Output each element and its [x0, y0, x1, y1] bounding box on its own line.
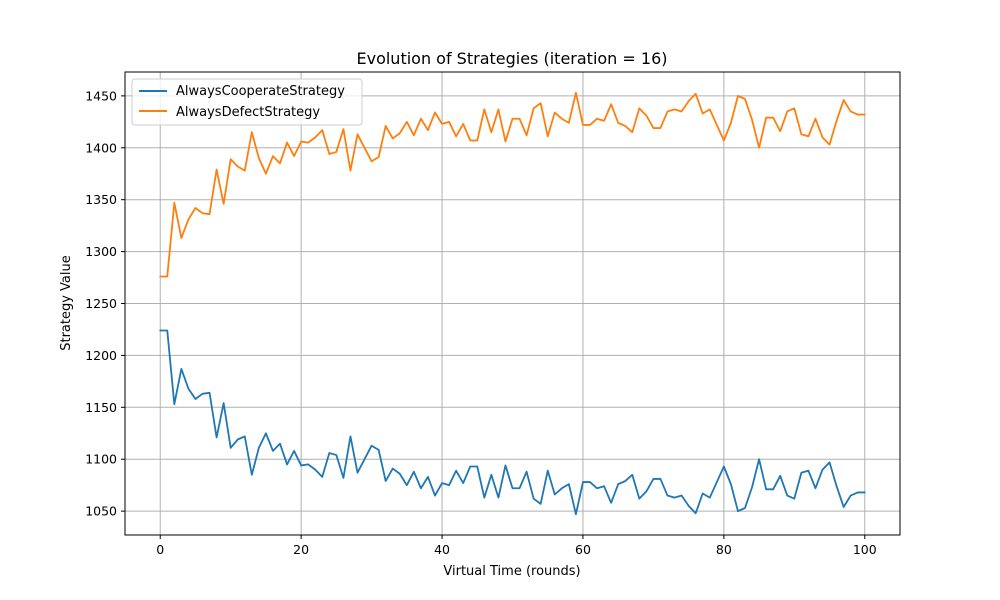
- x-tick-label: 100: [853, 542, 877, 557]
- axis-ticks: 0 20 40 60 80 100 1050 1100 1150 1200 1250 1300 1350…: [85, 88, 877, 557]
- series-lines: [159, 91, 866, 516]
- series-line-always-defect: [159, 91, 866, 278]
- legend-label-defect: AlwaysDefectStrategy: [176, 105, 320, 120]
- chart-title: Evolution of Strategies (iteration = 16): [356, 49, 667, 68]
- x-tick-label: 60: [575, 542, 591, 557]
- grid: [125, 72, 900, 535]
- y-tick-label: 1200: [85, 348, 117, 363]
- y-tick-label: 1250: [85, 296, 117, 311]
- x-tick-label: 20: [293, 542, 309, 557]
- x-tick-label: 80: [716, 542, 732, 557]
- y-tick-label: 1100: [85, 452, 117, 467]
- series-line-always-cooperate: [159, 329, 866, 516]
- y-axis-label: Strategy Value: [59, 255, 74, 351]
- y-tick-label: 1350: [85, 192, 117, 207]
- legend: AlwaysCooperateStrategy AlwaysDefectStra…: [131, 78, 363, 126]
- y-tick-label: 1150: [85, 400, 117, 415]
- y-tick-label: 1300: [85, 244, 117, 259]
- legend-label-cooperate: AlwaysCooperateStrategy: [176, 84, 345, 99]
- x-tick-label: 40: [434, 542, 450, 557]
- y-tick-label: 1400: [85, 140, 117, 155]
- x-tick-label: 0: [156, 542, 164, 557]
- y-tick-label: 1050: [85, 504, 117, 519]
- x-axis-label: Virtual Time (rounds): [443, 564, 580, 579]
- y-tick-label: 1450: [85, 88, 117, 103]
- legend-box: [131, 78, 363, 126]
